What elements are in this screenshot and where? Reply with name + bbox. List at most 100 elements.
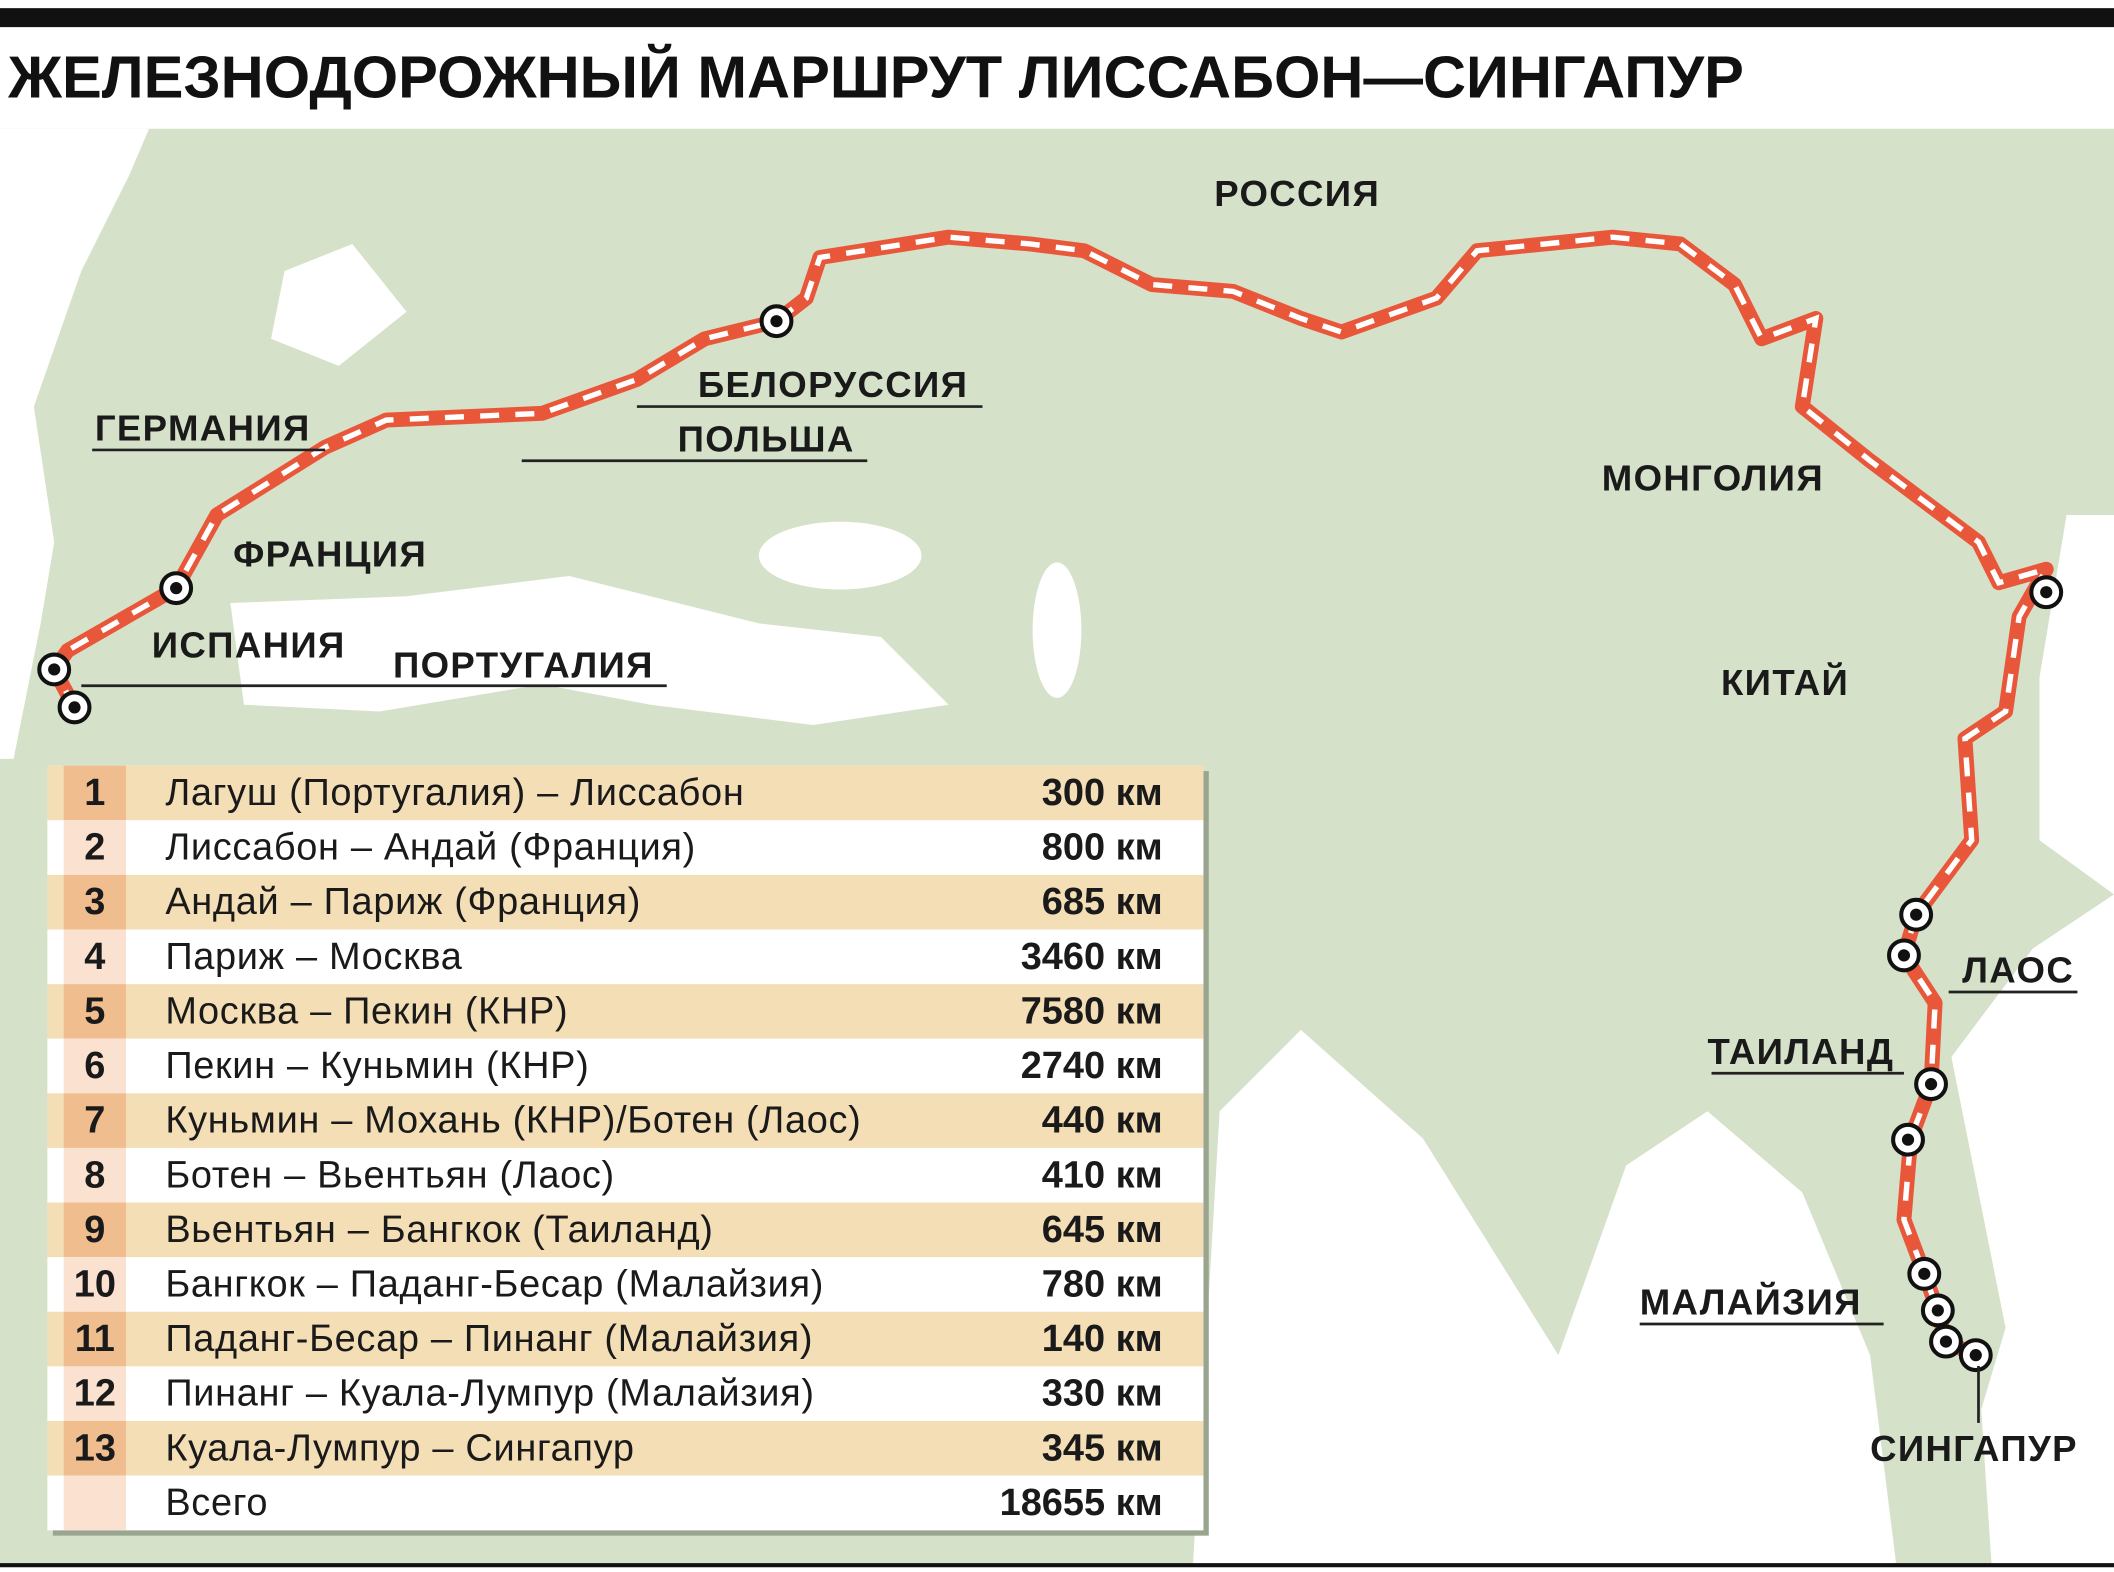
station-dot [68, 701, 81, 714]
country-label: ФРАНЦИЯ [233, 533, 427, 574]
number-cell [63, 1093, 127, 1148]
country-label: ПОЛЬША [678, 418, 855, 459]
station-dot [48, 663, 61, 676]
country-label: ГЕРМАНИЯ [95, 407, 311, 448]
row-number: 4 [84, 936, 105, 978]
number-cell [63, 1366, 127, 1422]
station-dot [1897, 949, 1911, 962]
row-number: 3 [84, 881, 105, 923]
route-segment: Москва – Пекин (КНР) [165, 990, 568, 1032]
distance: 800 км [1042, 827, 1163, 869]
distance: 2740 км [1021, 1045, 1163, 1087]
number-cell [63, 1421, 127, 1476]
table-row [47, 1366, 1204, 1422]
route-segment: Куньмин – Мохань (КНР)/Ботен (Лаос) [165, 1100, 861, 1142]
country-label: ТАИЛАНД [1707, 1031, 1894, 1072]
row-number: 8 [84, 1154, 105, 1196]
mediterranean [230, 575, 949, 726]
table-row [47, 1475, 1204, 1531]
table-row [47, 1093, 1204, 1148]
country-label: СИНГАПУР [1870, 1428, 2078, 1469]
pacific [2039, 514, 2114, 895]
number-cell [63, 1202, 127, 1258]
distance: 300 км [1042, 772, 1163, 814]
route-segment: Андай – Париж (Франция) [165, 881, 641, 923]
distance: 18655 км [1000, 1482, 1163, 1524]
country-label: КИТАЙ [1721, 661, 1849, 703]
table-row [47, 1311, 1204, 1367]
country-label: РОССИЯ [1214, 173, 1380, 214]
station-dot [770, 315, 783, 328]
distance: 410 км [1042, 1154, 1163, 1196]
route-segment: Пинанг – Куала-Лумпур (Малайзия) [165, 1373, 814, 1415]
row-number: 1 [84, 772, 105, 814]
route-segment: Париж – Москва [165, 936, 462, 978]
number-cell [63, 1475, 127, 1531]
distance: 780 км [1042, 1263, 1163, 1305]
table-row [47, 1038, 1204, 1094]
row-number: 12 [74, 1373, 116, 1415]
distance: 7580 км [1021, 990, 1163, 1032]
country-label: ПОРТУГАЛИЯ [393, 645, 654, 686]
route-segment: Куала-Лумпур – Сингапур [165, 1427, 634, 1469]
route-segment: Всего [165, 1482, 268, 1524]
route-dash [51, 234, 2052, 1358]
station-dot [1939, 1335, 1953, 1348]
distance: 440 км [1042, 1100, 1163, 1142]
country-label: ИСПАНИЯ [152, 624, 346, 665]
black-sea [758, 521, 922, 590]
route-segment: Ботен – Вьентьян (Лаос) [165, 1154, 615, 1196]
number-cell [63, 765, 127, 821]
table-row [47, 1202, 1204, 1258]
table-row [47, 1147, 1204, 1203]
number-cell [63, 874, 127, 930]
number-cell [63, 929, 127, 985]
route-segment: Паданг-Бесар – Пинанг (Малайзия) [165, 1318, 813, 1360]
row-number: 5 [84, 990, 105, 1032]
station-dot [170, 582, 183, 595]
row-number: 11 [75, 1318, 115, 1360]
route-segment: Лиссабон – Андай (Франция) [165, 827, 696, 869]
number-cell [63, 1147, 127, 1203]
labels: РОССИЯ БЕЛОРУССИЯ ГЕРМАНИЯ ПОЛЬША МОНГОЛИЯ ФР… [81, 173, 2078, 1469]
station-dot [1910, 908, 1923, 921]
table-row [47, 874, 1204, 930]
distance: 330 км [1042, 1373, 1163, 1415]
number-cell [63, 984, 127, 1039]
caspian [1032, 562, 1082, 698]
route [37, 229, 2064, 1373]
route-segment: Пекин – Куньмин (КНР) [165, 1045, 589, 1087]
number-cell [63, 1038, 127, 1094]
indian-ocean [1192, 1029, 1898, 1572]
table-row [47, 929, 1204, 985]
table-row [47, 765, 1204, 821]
distance: 3460 км [1021, 936, 1163, 978]
row-number: 6 [84, 1045, 105, 1087]
station-dot [1969, 1349, 1982, 1362]
table-row [47, 820, 1204, 875]
row-number: 9 [84, 1209, 105, 1251]
route-segment: Бангкок – Паданг-Бесар (Малайзия) [165, 1263, 824, 1305]
country-label: МАЛАЙЗИЯ [1640, 1281, 1862, 1323]
station-dot [2040, 586, 2053, 599]
title: ЖЕЛЕЗНОДОРОЖНЫЙ МАРШРУТ ЛИССАБОН—СИНГАПУ… [7, 44, 1744, 111]
number-cell [63, 1311, 127, 1367]
row-number: 2 [84, 827, 105, 869]
number-cell [63, 820, 127, 875]
country-label: БЕЛОРУССИЯ [698, 364, 968, 405]
route-table: 1 Лагуш (Португалия) – Лиссабон 300 км 2 Лис… [47, 765, 1209, 1536]
row-number: 13 [74, 1427, 116, 1469]
seas [0, 128, 2114, 1572]
country-label: ЛАОС [1962, 949, 2074, 990]
station-dot [1901, 1133, 1915, 1146]
top-bar [0, 8, 2114, 28]
table-row [47, 1257, 1204, 1312]
country-label: МОНГОЛИЯ [1602, 458, 1824, 499]
distance: 345 км [1042, 1427, 1163, 1469]
table-row [47, 1421, 1204, 1476]
south-china-sea [1951, 894, 2114, 1572]
distance: 140 км [1042, 1318, 1163, 1360]
row-number: 10 [74, 1263, 116, 1305]
